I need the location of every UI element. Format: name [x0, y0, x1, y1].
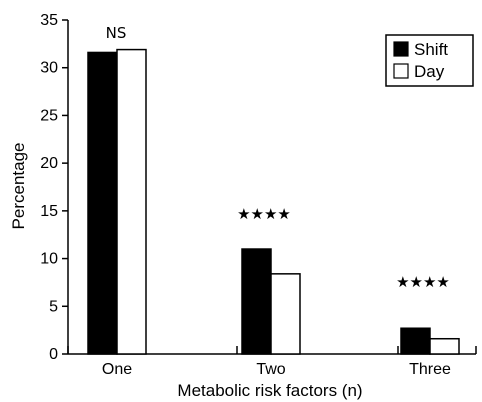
- bar-day: [116, 48, 147, 355]
- annotations-group: NS ★★★★ ★★★★: [106, 24, 450, 291]
- x-axis-title: Metabolic risk factors (n): [177, 381, 362, 400]
- x-tick-label: Three: [409, 361, 451, 378]
- y-tick-label: 25: [40, 107, 58, 124]
- legend-label-day: Day: [414, 62, 445, 81]
- y-axis-title: Percentage: [9, 143, 28, 230]
- legend: Shift Day: [385, 34, 474, 87]
- legend-label-shift: Shift: [414, 40, 448, 59]
- bar-shift: [400, 327, 431, 355]
- significance-annotation: NS: [106, 24, 127, 42]
- x-tick-label: Two: [256, 361, 285, 378]
- legend-swatch-shift: [393, 41, 409, 57]
- y-tick-label: 20: [40, 155, 58, 172]
- y-tick-label: 15: [40, 203, 58, 220]
- bar-shift: [241, 248, 272, 355]
- y-tick-label: 30: [40, 60, 58, 77]
- y-tick-label: 35: [40, 12, 58, 29]
- significance-annotation: ★★★★: [396, 273, 450, 291]
- y-axis-ticks: 0 5 10 15 20 25 30 35: [40, 12, 68, 363]
- y-tick-label: 10: [40, 251, 58, 268]
- bar-day: [270, 273, 301, 355]
- significance-annotation: ★★★★: [237, 205, 291, 223]
- bars-group: [87, 48, 460, 355]
- y-tick-label: 0: [49, 346, 58, 363]
- bar-day: [429, 337, 460, 355]
- x-tick-label: One: [102, 361, 132, 378]
- bar-shift: [87, 51, 118, 355]
- legend-swatch-day: [393, 63, 409, 79]
- y-tick-label: 5: [49, 298, 58, 315]
